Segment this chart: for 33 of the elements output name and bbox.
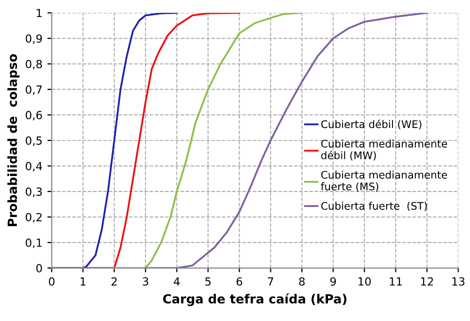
y-tick-label: 0,2	[26, 212, 42, 223]
x-tick-label: 9	[330, 277, 336, 286]
y-tick-label: 0,5	[26, 136, 42, 146]
x-tick-label: 3	[142, 277, 148, 286]
x-axis-title: Carga de tefra caída (kPa)	[163, 293, 346, 306]
legend-label: Cubierta fuerte (ST)	[321, 202, 427, 212]
x-tick-label: 2	[112, 277, 117, 286]
x-tick-label: 6	[236, 277, 242, 286]
x-tick-label: 11	[390, 277, 402, 286]
x-tick-label: 1	[80, 277, 86, 286]
y-tick-label: 0,1	[26, 238, 42, 248]
y-tick-label: 0,4	[26, 162, 42, 172]
line-series	[82, 12, 240, 268]
x-tick-label: 5	[205, 277, 211, 286]
x-tick-label: 8	[299, 277, 305, 286]
y-tick-label: 0,9	[26, 34, 42, 44]
y-tick-label: 0,7	[26, 85, 42, 95]
x-tick-label: 12	[421, 277, 433, 286]
legend-label: Cubierta débil (WE)	[321, 120, 422, 130]
line-series	[113, 12, 303, 268]
y-tick-label: 0,3	[26, 187, 42, 197]
x-tick-label: 0	[48, 277, 54, 286]
y-tick-label: 0,8	[26, 60, 42, 70]
x-tick-label: 4	[174, 277, 180, 286]
x-tick-label: 7	[268, 277, 274, 286]
legend-label: Cubierta medianamente débil (MW)	[321, 140, 448, 160]
y-tick-label: 0,6	[26, 110, 42, 120]
x-tick-label: 13	[452, 277, 464, 286]
x-tick-label: 10	[358, 277, 371, 286]
legend-label: Cubierta medianamente fuerte (MS)	[320, 170, 448, 192]
y-axis-title: Probabilidad de colapso	[7, 54, 20, 226]
y-tick-label: 1	[36, 8, 42, 18]
y-tick-label: 0	[36, 264, 42, 272]
